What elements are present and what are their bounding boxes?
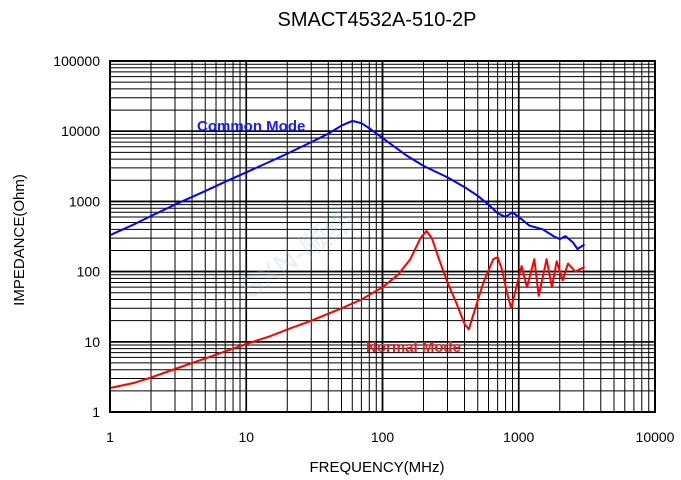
series-label-normal-mode: Normal Mode	[366, 339, 461, 356]
x-tick-label: 1	[106, 429, 114, 445]
chart-title: SMACT4532A-510-2P	[278, 9, 477, 31]
series-line-normal-mode	[109, 229, 585, 389]
x-axis-title: FREQUENCY(MHz)	[310, 459, 445, 476]
tick-labels: 1 10 100 1000 10000 1 10 100 1000 10000 100000	[53, 53, 674, 445]
y-tick-label: 1000	[69, 193, 100, 209]
x-tick-label: 100	[371, 429, 395, 445]
watermark: SXN-顺络	[235, 203, 362, 306]
y-tick-label: 10	[84, 334, 100, 350]
y-tick-label: 100000	[53, 53, 100, 69]
y-tick-label: 1	[92, 404, 100, 420]
y-axis-title: IMPEDANCE(Ohm)	[11, 174, 28, 306]
x-tick-label: 10000	[636, 429, 675, 445]
y-tick-label: 100	[77, 264, 101, 280]
plot-grid	[109, 60, 656, 413]
y-tick-label: 10000	[61, 123, 100, 139]
x-tick-label: 10	[238, 429, 254, 445]
series-line-common-mode	[109, 119, 585, 250]
series-label-common-mode: Common Mode	[197, 118, 305, 135]
x-tick-label: 1000	[503, 429, 534, 445]
plot-frame	[109, 60, 656, 413]
